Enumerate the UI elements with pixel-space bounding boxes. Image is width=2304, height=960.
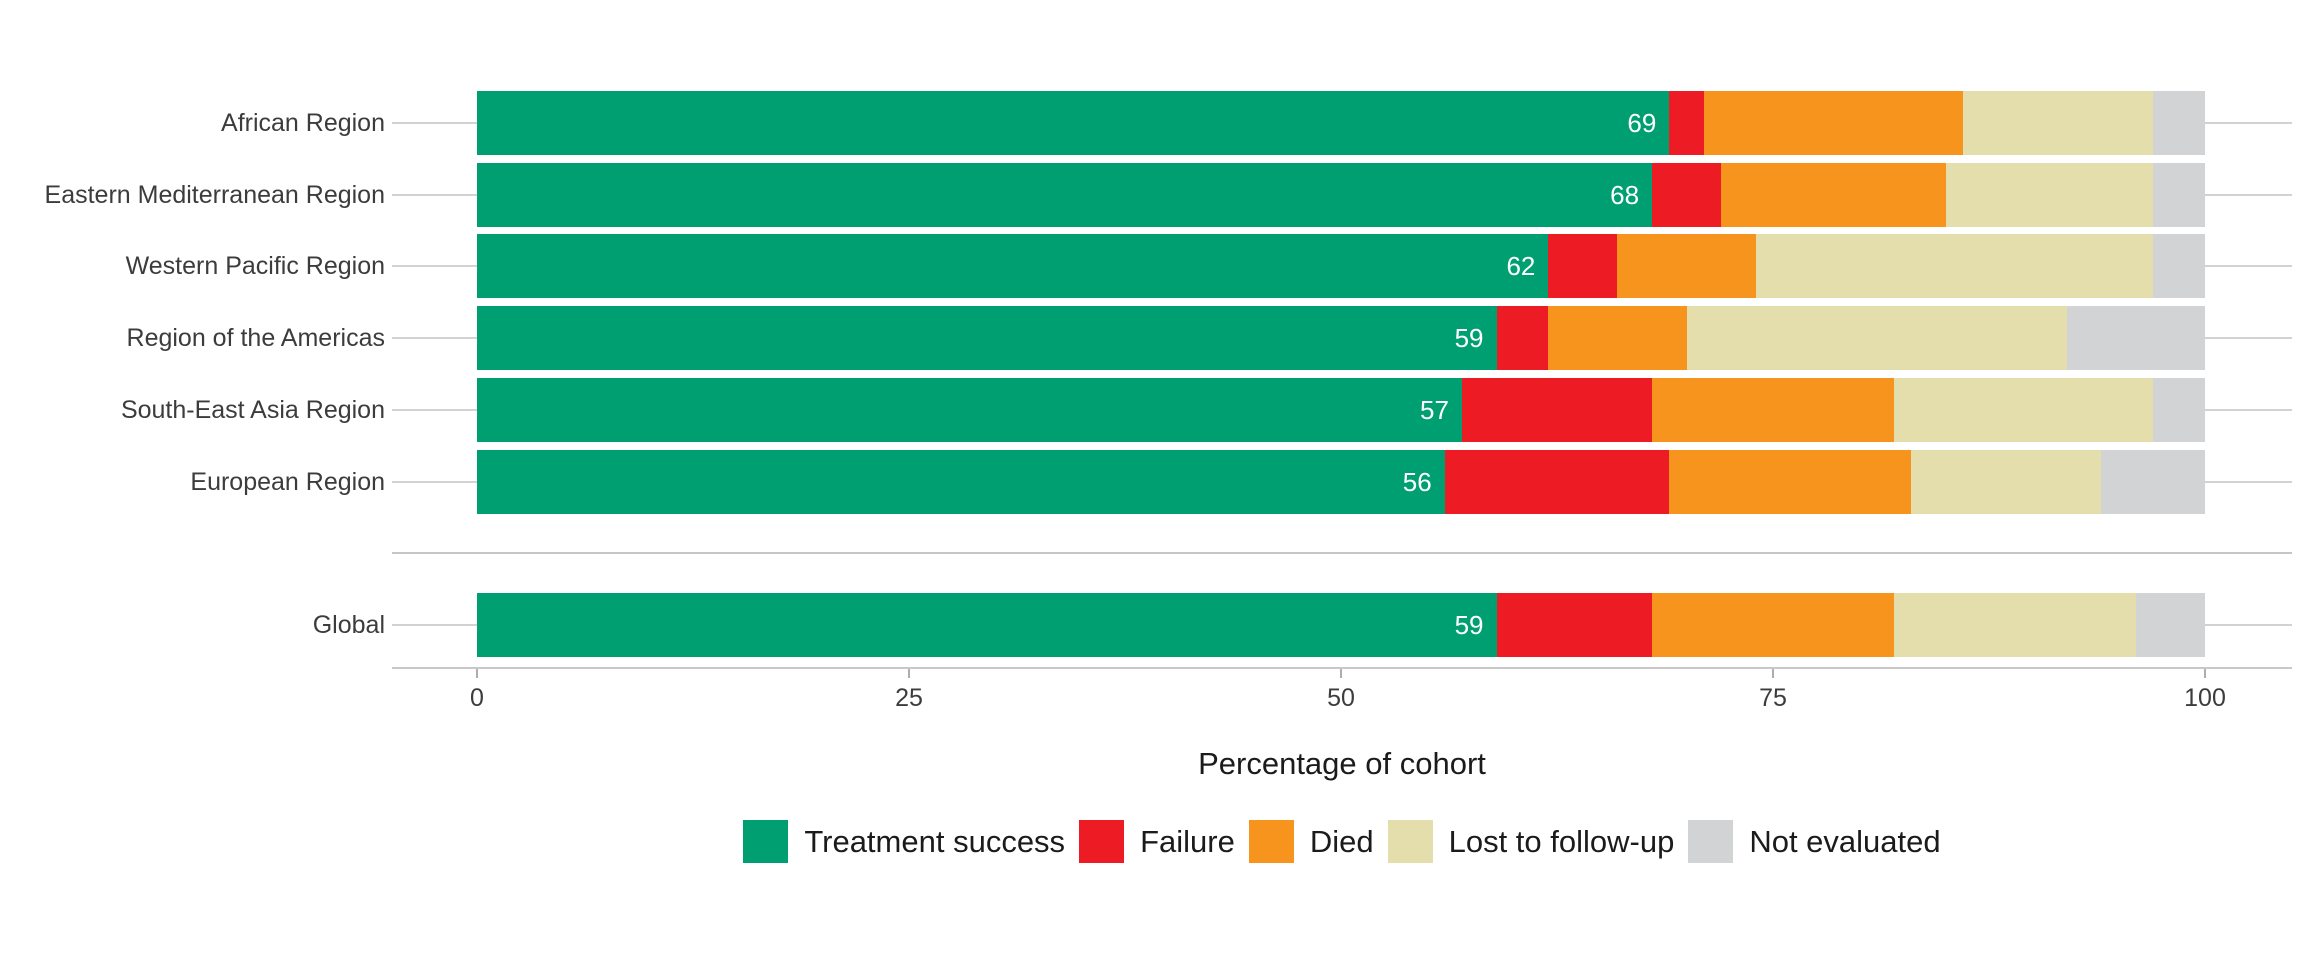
bar-segment-treatment-success <box>477 592 1497 657</box>
bar-value-label: 69 <box>1627 108 1657 138</box>
bar-value-label: 68 <box>1610 179 1640 210</box>
bar-segment-lost-to-follow-up <box>1686 306 2067 371</box>
bar-segment-failure <box>1548 234 1618 299</box>
legend-item-lost-to-follow-up: Lost to follow-up <box>1387 820 1675 863</box>
bar-segment-died <box>1721 162 1946 227</box>
legend-item-died: Died <box>1248 820 1374 863</box>
x-axis-tick <box>1340 669 1342 678</box>
bar-segment-failure <box>1496 306 1549 371</box>
legend: Treatment success Failure Died Lost to foll… <box>392 820 2292 863</box>
bar-segment-treatment-success <box>477 162 1653 227</box>
bar-segment-not-evaluated <box>2135 592 2205 657</box>
bar-segment-lost-to-follow-up <box>1911 449 2102 514</box>
bar-segment-not-evaluated <box>2153 91 2205 155</box>
x-axis-tick-label: 50 <box>1327 684 1355 712</box>
legend-item-failure: Failure <box>1079 820 1235 863</box>
bar-segment-not-evaluated <box>2153 162 2205 227</box>
category-label: European Region <box>190 467 385 496</box>
bar-segment-not-evaluated <box>2153 234 2205 299</box>
bar-segment-lost-to-follow-up <box>1893 592 2136 657</box>
bar-segment-died <box>1548 306 1687 371</box>
x-axis-tick-label: 0 <box>470 684 484 712</box>
legend-swatch <box>743 820 789 863</box>
category-label: Western Pacific Region <box>125 252 385 281</box>
x-axis-tick <box>2204 669 2206 678</box>
x-axis-line <box>392 667 2292 669</box>
bar-segment-not-evaluated <box>2101 449 2205 514</box>
legend-swatch <box>1688 820 1734 863</box>
bar-value-label: 59 <box>1454 323 1484 354</box>
bar-segment-failure <box>1652 162 1722 227</box>
legend-item-treatment-success: Treatment success <box>743 820 1065 863</box>
legend-swatch <box>1387 820 1433 863</box>
category-label: African Region <box>221 109 385 137</box>
bar-segment-treatment-success <box>477 449 1445 514</box>
bar-segment-failure <box>1461 377 1653 442</box>
x-axis-tick-label: 75 <box>1759 684 1787 712</box>
legend-label: Treatment success <box>804 823 1066 859</box>
bar-value-label: 59 <box>1454 609 1484 640</box>
bar-segment-died <box>1652 592 1894 657</box>
bar-value-label: 57 <box>1420 394 1449 425</box>
category-label: Global <box>312 610 385 639</box>
x-axis-tick <box>1772 669 1774 678</box>
x-axis-tick-label: 25 <box>895 684 923 712</box>
bar-segment-lost-to-follow-up <box>1963 91 2154 155</box>
bar-value-label: 62 <box>1506 251 1536 282</box>
separator-gridline <box>392 552 2292 555</box>
legend-swatch <box>1248 820 1294 863</box>
category-label: Eastern Mediterranean Region <box>44 180 385 209</box>
x-axis-tick <box>476 669 478 678</box>
bar-segment-failure <box>1444 449 1670 514</box>
x-axis-tick-label: 100 <box>2184 684 2226 712</box>
bar-segment-failure <box>1669 91 1704 155</box>
legend-swatch <box>1079 820 1125 863</box>
legend-item-not-evaluated: Not evaluated <box>1688 820 1941 863</box>
bar-segment-died <box>1703 91 1964 155</box>
x-axis-title: Percentage of cohort <box>1198 746 1486 781</box>
legend-label: Lost to follow-up <box>1448 823 1675 859</box>
bar-segment-treatment-success <box>477 91 1670 155</box>
legend-label: Died <box>1309 823 1374 859</box>
bar-segment-treatment-success <box>477 377 1462 442</box>
bar-segment-treatment-success <box>477 234 1549 299</box>
bar-segment-lost-to-follow-up <box>1893 377 2154 442</box>
bar-segment-died <box>1617 234 1756 299</box>
bar-segment-failure <box>1496 592 1653 657</box>
bar-segment-died <box>1652 377 1894 442</box>
category-label: Region of the Americas <box>126 324 385 353</box>
bar-value-label: 56 <box>1402 466 1432 497</box>
bar-segment-not-evaluated <box>2066 306 2205 371</box>
bar-segment-lost-to-follow-up <box>1945 162 2154 227</box>
bar-segment-treatment-success <box>477 306 1497 371</box>
bar-segment-lost-to-follow-up <box>1755 234 2154 299</box>
bar-segment-not-evaluated <box>2153 377 2205 442</box>
category-label: South-East Asia Region <box>120 395 385 424</box>
legend-label: Not evaluated <box>1749 823 1941 859</box>
x-axis-tick <box>908 669 910 678</box>
bar-segment-died <box>1669 449 1912 514</box>
legend-label: Failure <box>1140 823 1235 859</box>
